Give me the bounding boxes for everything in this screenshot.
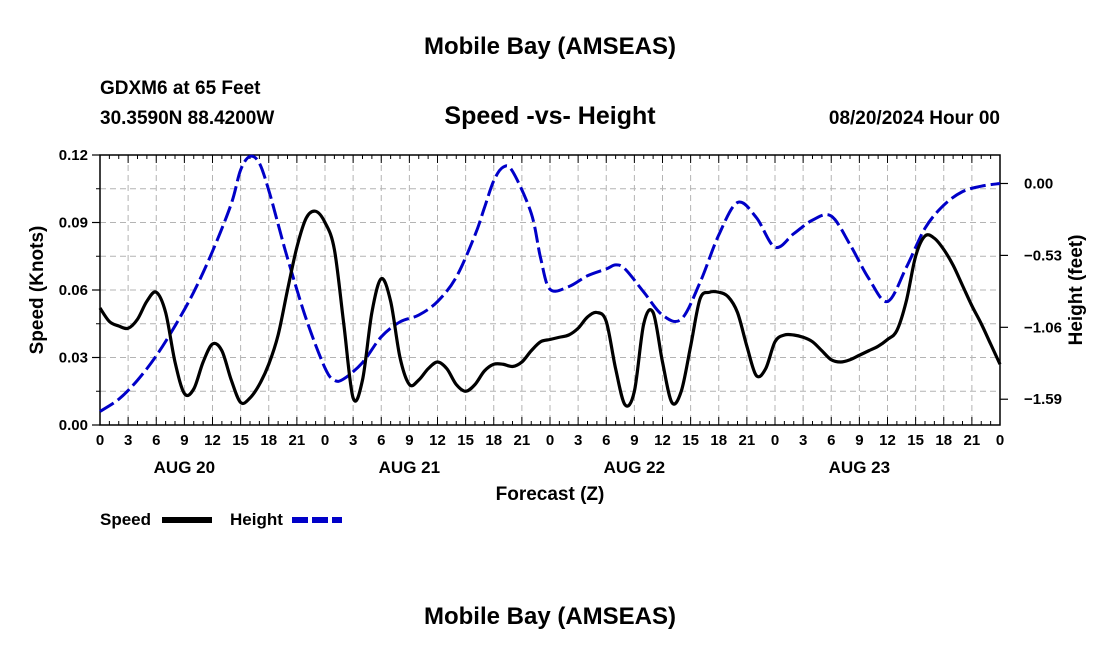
y-tick-label: 0.09 <box>59 215 88 232</box>
x-tick-label: 9 <box>855 432 863 449</box>
x-tick-label: 18 <box>260 432 277 449</box>
y2-axis-title: Height (feet) <box>1066 235 1087 346</box>
height-series-line <box>99 154 1001 413</box>
x-tick-label: 9 <box>630 432 638 449</box>
x-tick-label: 6 <box>827 432 835 449</box>
x-tick-label: 3 <box>574 432 582 449</box>
x-tick-label: 0 <box>996 432 1004 449</box>
x-tick-label: 3 <box>349 432 357 449</box>
x-tick-label: 15 <box>232 432 249 449</box>
x-tick-label: 3 <box>124 432 132 449</box>
x-tick-label: 0 <box>96 432 104 449</box>
legend: Speed Height <box>100 510 342 529</box>
bottom-page-title: Mobile Bay (AMSEAS) <box>424 603 676 630</box>
x-tick-label: 3 <box>799 432 807 449</box>
station-label: GDXM6 at 65 Feet <box>100 78 261 99</box>
x-tick-label: 12 <box>429 432 446 449</box>
x-tick-label: 21 <box>739 432 756 449</box>
x-tick-label: 0 <box>771 432 779 449</box>
x-tick-label: 15 <box>682 432 699 449</box>
legend-label-height: Height <box>230 510 283 529</box>
x-tick-label: 6 <box>152 432 160 449</box>
x-day-label: AUG 23 <box>829 458 890 477</box>
y2-tick-label: 0.00 <box>1024 175 1053 192</box>
x-tick-label: 18 <box>485 432 502 449</box>
x-tick-label: 15 <box>907 432 924 449</box>
y2-tick-label: −1.59 <box>1024 391 1062 408</box>
y-tick-label: 0.06 <box>59 282 88 299</box>
chart-subtitle: Speed -vs- Height <box>444 102 656 130</box>
x-tick-label: 9 <box>180 432 188 449</box>
x-axis-title: Forecast (Z) <box>496 484 605 505</box>
x-tick-label: 21 <box>964 432 981 449</box>
x-tick-label: 15 <box>457 432 474 449</box>
chart-page-title: Mobile Bay (AMSEAS) <box>424 33 676 60</box>
y-tick-label: 0.12 <box>59 147 88 164</box>
plot-area: 0 3 6 9 12 15 18 21 0 3 6 9 12 15 18 21 0 3 6 9 12 15 18 21 0 3 6 9… <box>59 147 1062 477</box>
y2-tick-label: −0.53 <box>1024 247 1062 264</box>
x-day-label: AUG 20 <box>154 458 215 477</box>
x-tick-label: 18 <box>935 432 952 449</box>
speed-series-line <box>98 209 1002 408</box>
x-tick-label: 12 <box>879 432 896 449</box>
legend-label-speed: Speed <box>100 510 151 529</box>
coords-label: 30.3590N 88.4200W <box>100 108 274 129</box>
x-tick-label: 12 <box>204 432 221 449</box>
x-tick-label: 0 <box>546 432 554 449</box>
y-axis-title: Speed (Knots) <box>27 226 48 355</box>
x-tick-label: 12 <box>654 432 671 449</box>
y-tick-label: 0.03 <box>59 350 88 367</box>
x-tick-label: 9 <box>405 432 413 449</box>
x-day-label: AUG 21 <box>379 458 440 477</box>
x-tick-label: 0 <box>321 432 329 449</box>
x-tick-label: 6 <box>602 432 610 449</box>
datetime-label: 08/20/2024 Hour 00 <box>829 108 1000 129</box>
x-tick-label: 21 <box>289 432 306 449</box>
x-tick-label: 18 <box>710 432 727 449</box>
y2-tick-label: −1.06 <box>1024 319 1062 336</box>
y-tick-label: 0.00 <box>59 417 88 434</box>
x-day-label: AUG 22 <box>604 458 665 477</box>
x-tick-label: 6 <box>377 432 385 449</box>
x-tick-label: 21 <box>514 432 531 449</box>
